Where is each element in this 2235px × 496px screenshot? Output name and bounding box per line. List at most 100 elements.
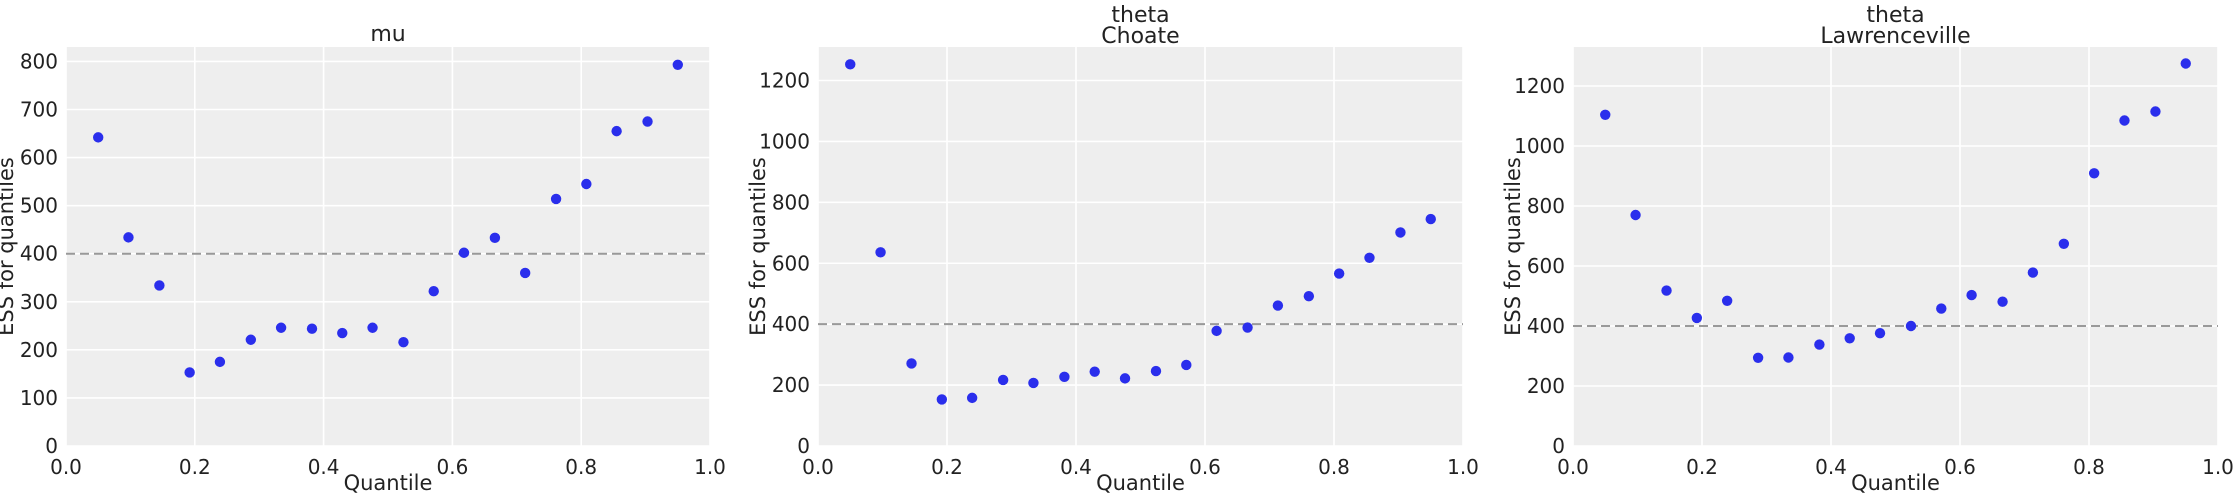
data-point xyxy=(1425,213,1436,225)
data-point xyxy=(672,59,683,70)
data-point xyxy=(1691,312,1703,324)
chart-panel-2: 0.0 0.2 0.4 0.6 0.8 1.0 0 200 400 600 800 1000 1200 Q… xyxy=(746,3,1479,495)
y-tick-label: 0 xyxy=(1552,434,1565,458)
x-tick-label: 0.8 xyxy=(565,455,597,479)
x-tick-label: 0.2 xyxy=(179,455,211,479)
data-point xyxy=(2058,238,2070,249)
data-point xyxy=(275,322,287,333)
data-point xyxy=(611,125,622,137)
x-tick-label: 0.4 xyxy=(308,455,340,479)
y-tick-label: 500 xyxy=(20,194,58,218)
data-point xyxy=(184,367,195,378)
x-tick-label: 1.0 xyxy=(1447,455,1479,479)
data-point xyxy=(398,336,409,348)
data-point xyxy=(906,358,917,369)
y-tick-label: 1200 xyxy=(1514,74,1565,98)
data-point xyxy=(367,322,378,333)
x-tick-label: 1.0 xyxy=(694,455,726,479)
y-tick-label: 400 xyxy=(20,242,58,266)
data-point xyxy=(1059,371,1070,383)
data-point xyxy=(1181,359,1192,371)
data-point xyxy=(2150,106,2161,117)
data-point xyxy=(519,267,531,279)
data-point xyxy=(1783,352,1794,363)
y-axis-label: ESS for quantiles xyxy=(0,157,18,336)
data-point xyxy=(2119,115,2130,126)
data-point xyxy=(1211,325,1222,337)
y-tick-label: 200 xyxy=(772,373,810,397)
data-point xyxy=(306,323,318,334)
data-point xyxy=(550,193,562,205)
data-point xyxy=(1997,296,2008,307)
data-point xyxy=(966,392,978,404)
y-tick-label: 800 xyxy=(772,190,810,214)
y-tick-label: 0 xyxy=(797,434,810,458)
data-point xyxy=(936,394,948,405)
data-point xyxy=(154,280,165,291)
data-point xyxy=(123,232,134,243)
data-point xyxy=(1936,303,1947,314)
y-tick-label: 800 xyxy=(1527,194,1565,218)
y-tick-label: 1200 xyxy=(759,69,810,93)
x-tick-label: 0.6 xyxy=(436,455,468,479)
data-point xyxy=(1661,285,1672,296)
x-tick-label: 1.0 xyxy=(2202,455,2234,479)
x-tick-label: 0.2 xyxy=(931,455,963,479)
data-point xyxy=(581,178,592,190)
plot-area xyxy=(1573,47,2218,446)
y-axis-label: ESS for quantiles xyxy=(746,157,770,336)
x-axis-label: Quantile xyxy=(1851,471,1940,495)
y-tick-label: 1000 xyxy=(759,129,810,153)
y-tick-label: 300 xyxy=(20,290,58,314)
x-axis-label: Quantile xyxy=(1096,471,1185,495)
chart-panel-1: 0.0 0.2 0.4 0.6 0.8 1.0 0 100 200 300 400 500 600 700… xyxy=(0,22,726,495)
data-point xyxy=(1600,109,1611,121)
data-point xyxy=(1752,352,1764,363)
data-point xyxy=(1395,227,1406,238)
y-tick-label: 400 xyxy=(772,312,810,336)
x-tick-label: 0.2 xyxy=(1686,455,1718,479)
y-tick-label: 200 xyxy=(1527,374,1565,398)
y-axis-label: ESS for quantiles xyxy=(1501,157,1525,336)
y-tick-label: 400 xyxy=(1527,314,1565,338)
data-point xyxy=(642,116,653,127)
x-tick-label: 0.4 xyxy=(1815,455,1847,479)
x-tick-label: 0.6 xyxy=(1944,455,1976,479)
x-axis-label: Quantile xyxy=(344,471,433,495)
data-point xyxy=(1966,289,1977,301)
y-tick-label: 1000 xyxy=(1514,134,1565,158)
data-point xyxy=(2027,267,2039,278)
y-tick-label: 200 xyxy=(20,338,58,362)
data-point xyxy=(245,334,257,345)
data-point xyxy=(2088,168,2100,179)
data-point xyxy=(1844,333,1855,344)
data-point xyxy=(93,132,104,143)
y-tick-label: 600 xyxy=(772,251,810,275)
chart-title: theta xyxy=(1866,3,1924,28)
data-point xyxy=(845,59,856,70)
data-point xyxy=(1630,209,1641,221)
y-tick-label: 800 xyxy=(20,49,58,73)
data-point xyxy=(997,374,1009,386)
y-tick-label: 600 xyxy=(20,146,58,170)
data-point xyxy=(1303,290,1315,302)
plot-area xyxy=(818,47,1463,446)
y-tick-label: 100 xyxy=(20,386,58,410)
data-point xyxy=(1814,339,1825,350)
x-tick-label: 0.8 xyxy=(1318,455,1350,479)
data-point xyxy=(1089,366,1100,377)
data-point xyxy=(1150,365,1162,377)
data-point xyxy=(1028,377,1039,389)
chart-panel-3: 0.0 0.2 0.4 0.6 0.8 1.0 0 200 400 600 800 1000 1200 Q… xyxy=(1501,3,2234,495)
x-tick-label: 0.4 xyxy=(1060,455,1092,479)
data-point xyxy=(489,232,501,244)
data-point xyxy=(1721,295,1733,306)
x-tick-label: 0.0 xyxy=(50,455,82,479)
x-tick-label: 0.0 xyxy=(802,455,834,479)
data-point xyxy=(214,356,226,368)
data-point xyxy=(1333,268,1345,279)
chart-title: theta xyxy=(1111,3,1169,28)
x-tick-label: 0.6 xyxy=(1189,455,1221,479)
data-point xyxy=(1874,328,1886,339)
